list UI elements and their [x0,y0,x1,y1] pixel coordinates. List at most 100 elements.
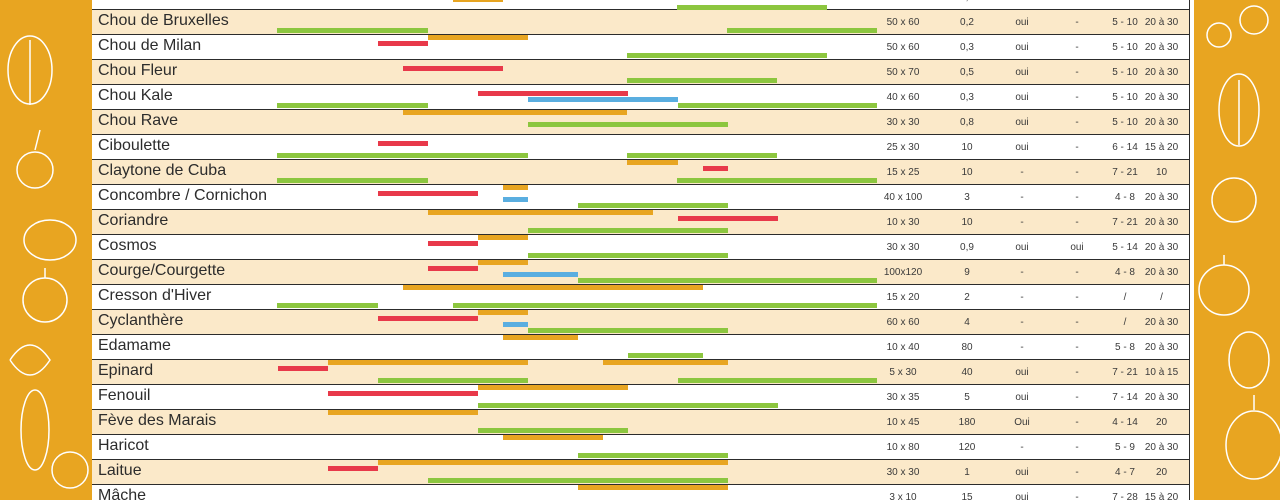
seed-weight-cell: 0,8 [960,117,974,128]
spacing-cell: 15 x 25 [886,167,920,178]
crop-name: Chou Chinois [98,0,194,5]
seed-weight-cell: 15 [961,492,973,500]
harvest-bar [628,353,703,358]
harvest-bar [478,428,628,433]
temperature-cell: 15 à 20 [1144,492,1179,500]
crop-name: Fenouil [98,387,151,404]
germination-cell: 7 - 21 [1112,367,1138,378]
harvest-bar [627,78,777,83]
crop-name: Concombre / Cornichon [98,187,267,204]
crop-name: Edamame [98,337,171,354]
perennial-cell: - [1020,317,1024,328]
spacing-cell: 30 x 35 [886,392,920,403]
perennial-cell: - [1020,292,1024,303]
table-row: Fève des Marais 10 x 45 180 Oui - 4 - 14 20 [92,410,1189,435]
crop-name: Laitue [98,462,142,479]
spacing-cell: 30 x 30 [886,242,920,253]
planting-bar [503,185,528,190]
harvest-bar [677,5,827,10]
planting-bar [478,385,628,390]
temperature-cell: 20 à 30 [1134,0,1189,10]
crop-name: Coriandre [98,212,169,229]
harvest-bar [277,303,378,308]
harvest-bar [528,122,728,127]
harvest-bar [578,203,728,208]
germination-cell: 5 - 10 [1112,42,1138,53]
harvest-bar [678,378,877,383]
planting-bar [328,410,478,415]
perennial-cell: oui [1015,142,1029,153]
germination-cell: 4 - 8 [1114,267,1135,278]
biennial-cell: - [1075,17,1079,28]
perennial-cell: oui [1015,467,1029,478]
spacing-cell: 100x120 [883,267,923,278]
germination-cell: 5 - 10 [1112,92,1138,103]
planting-bar [453,0,503,2]
biennial-cell: - [1075,217,1079,228]
biennial-cell: - [1075,467,1079,478]
perennial-cell: - [1020,267,1024,278]
spacing-cell: 10 x 40 [886,342,920,353]
biennial-cell: - [1075,67,1079,78]
temperature-cell: 10 à 15 [1144,367,1179,378]
germination-cell: 7 - 28 [1112,492,1138,500]
harvest-bar [378,378,528,383]
spacing-cell: 40 x 60 [886,92,920,103]
biennial-cell: - [1075,417,1079,428]
spacing-cell: 5 x 30 [889,367,917,378]
perennial-cell: oui [1015,117,1029,128]
germination-cell: 4 - 7 [1114,467,1135,478]
seed-weight-cell: 10 [961,142,973,153]
planting-bar [503,435,603,440]
harvest-bar [428,478,728,483]
planting-bar [478,260,528,265]
spacing-cell: 30 x 30 [886,117,920,128]
planting-bar [328,360,528,365]
harvest-bar [727,28,877,33]
spacing-cell: 10 x 45 [886,417,920,428]
spacing-cell: 50 x 60 [886,17,920,28]
sowing-bar [703,166,728,171]
temperature-cell: 20 [1155,467,1168,478]
table-row: Laitue 30 x 30 1 oui - 4 - 7 20 [92,460,1189,485]
seed-weight-cell: 2 [964,292,970,303]
germination-cell: 7 - 14 [1112,392,1138,403]
vegetable-illustration-icon [7,35,89,489]
perennial-cell: oui [1015,367,1029,378]
perennial-cell: oui [1015,492,1029,500]
germination-cell: 5 - 9 [1114,442,1135,453]
biennial-cell: - [1050,0,1104,10]
spacing-cell: 50 x 60 [886,42,920,53]
seed-weight-cell: 10 [961,167,973,178]
planting-bar [428,35,528,40]
sowing-bar [478,91,628,96]
biennial-cell: - [1075,342,1079,353]
sowing-bar [278,366,328,371]
temperature-cell: 20 à 30 [1144,267,1179,278]
harvest-bar [528,253,728,258]
table-row: Chou Fleur 50 x 70 0,5 oui - 5 - 10 20 à 30 [92,60,1189,85]
perennial-cell: - [1020,217,1024,228]
biennial-cell: - [1075,42,1079,53]
table-row: Claytone de Cuba 15 x 25 10 - - 7 - 21 10 [92,160,1189,185]
biennial-cell: - [1075,267,1079,278]
crop-name: Chou de Bruxelles [98,12,229,29]
planting-bar [403,285,703,290]
planting-bar [428,210,653,215]
crop-name: Chou de Milan [98,37,202,54]
table-row: Chou de Milan 50 x 60 0,3 oui - 5 - 10 20 à 30 [92,35,1189,60]
perennial-cell: oui [1015,392,1029,403]
temperature-cell: 10 [1155,167,1168,178]
germination-cell: 5 - 8 [1114,342,1135,353]
biennial-cell: - [1075,367,1079,378]
seed-weight-cell: 120 [958,442,976,453]
germination-cell: / [1123,317,1127,328]
seed-weight-cell: 10 [961,217,973,228]
biennial-cell: - [1075,292,1079,303]
crop-name: Claytone de Cuba [98,162,227,179]
germination-cell: 5 - 10 [1112,17,1138,28]
planting-bar [627,160,678,165]
harvest-bar [627,153,777,158]
